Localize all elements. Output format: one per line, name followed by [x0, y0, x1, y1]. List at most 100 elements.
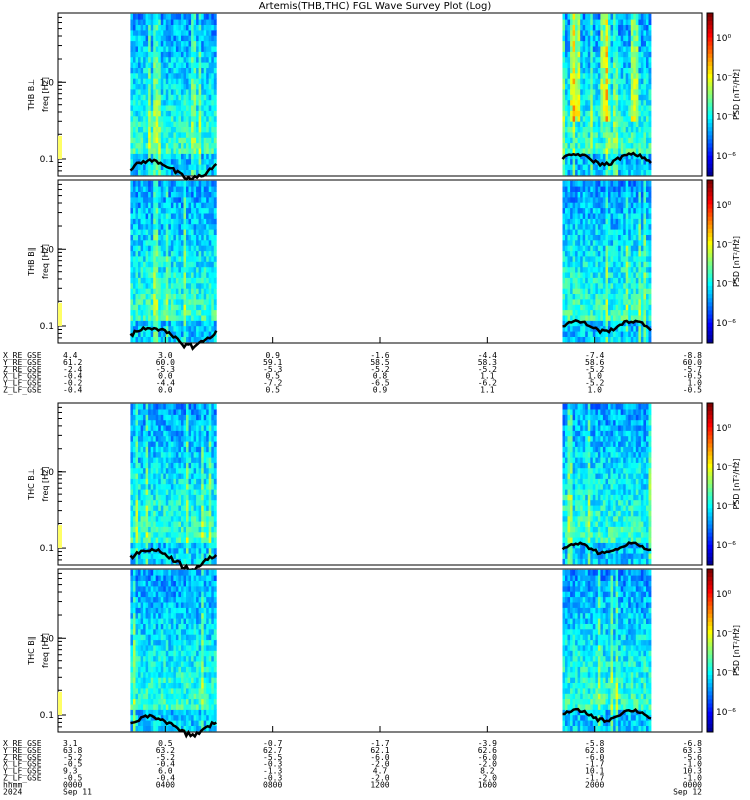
spectrogram-cell [615, 272, 619, 278]
spectrogram-cell [165, 309, 169, 316]
spectrogram-cell [587, 56, 591, 63]
spectrogram-cell [590, 56, 594, 63]
spectrogram-cell [575, 35, 578, 42]
spectrogram-cell [567, 325, 571, 332]
spectrogram-cell [143, 29, 146, 36]
spectrogram-cell [186, 505, 189, 511]
spectrogram-cell [193, 336, 197, 343]
spectrogram-cell [580, 245, 584, 252]
spectrogram-cell [175, 245, 179, 252]
spectrogram-cell [208, 223, 212, 230]
spectrogram-cell [633, 78, 637, 85]
spectrogram-cell [138, 489, 141, 495]
spectrogram-cell [610, 218, 614, 225]
spectrogram-cell [643, 229, 647, 235]
spectrogram-cell [181, 132, 184, 138]
spectrogram-cell [646, 142, 649, 149]
spectrogram-cell [602, 288, 606, 294]
spectrogram-cell [610, 256, 614, 262]
spectrogram-cell [198, 56, 202, 63]
spectrogram-cell [562, 62, 566, 68]
spectrogram-cell [638, 51, 642, 58]
spectrogram-cell [150, 126, 154, 133]
spectrogram-cell [600, 137, 604, 144]
spectrogram-cell [175, 521, 179, 527]
spectrogram-cell [153, 19, 157, 25]
spectrogram-cell [587, 89, 591, 95]
spectrogram-cell [575, 266, 578, 273]
spectrogram-cell [646, 229, 649, 235]
spectrogram-cell [133, 250, 136, 257]
spectrogram-cell [206, 24, 210, 31]
spectrogram-cell [610, 164, 614, 170]
spectrogram-cell [572, 35, 576, 42]
spectrogram-cell [608, 105, 611, 111]
spectrogram-cell [145, 435, 149, 442]
spectrogram-cell [590, 277, 594, 284]
spectrogram-cell [191, 148, 194, 154]
spectrogram-cell [160, 24, 164, 31]
spectrogram-cell [168, 202, 172, 209]
spectrogram-cell [160, 83, 164, 90]
spectrogram-cell [623, 105, 627, 111]
spectrogram-cell [168, 542, 172, 549]
spectrogram-cell [590, 309, 594, 316]
spectrogram-cell [186, 462, 189, 469]
spectrogram-cell [181, 256, 184, 262]
spectrogram-cell [133, 78, 136, 85]
spectrogram-cell [211, 126, 215, 133]
spectrogram-cell [163, 186, 167, 192]
spectrogram-cell [600, 331, 604, 337]
spectrogram-cell [130, 158, 134, 165]
spectrogram-cell [643, 19, 647, 25]
spectrogram-cell [168, 505, 172, 511]
spectrogram-cell [155, 256, 159, 262]
spectrogram-cell [620, 299, 624, 305]
spectrogram-cell [628, 72, 632, 79]
spectrogram-cell [191, 304, 194, 311]
spectrogram-cell [155, 282, 159, 289]
spectrogram-cell [623, 325, 627, 332]
spectrogram-cell [203, 62, 207, 68]
spectrogram-cell [165, 110, 169, 117]
spectrogram-cell [208, 137, 212, 144]
spectrogram-cell [208, 207, 212, 214]
spectrogram-cell [580, 261, 584, 268]
spectrogram-cell [140, 320, 144, 327]
spectrogram-cell [620, 13, 624, 20]
spectrogram-cell [138, 62, 141, 68]
spectrogram-cell [201, 218, 205, 225]
spectrogram-cell [140, 229, 144, 235]
spectrogram-cell [630, 196, 634, 203]
spectrogram-cell [175, 24, 179, 31]
spectrogram-cell [173, 462, 177, 469]
spectrogram-cell [625, 142, 629, 149]
spectrogram-cell [613, 320, 616, 327]
spectrogram-cell [595, 110, 599, 117]
spectrogram-cell [153, 72, 157, 79]
spectrogram-cell [610, 40, 614, 47]
spectrogram-cell [648, 282, 652, 289]
spectrogram-cell [577, 164, 581, 170]
spectrogram-cell [623, 169, 627, 176]
spectrogram-cell [138, 78, 141, 85]
spectrogram-cell [206, 13, 210, 20]
spectrogram-cell [160, 542, 164, 549]
spectrogram-cell [138, 24, 141, 31]
spectrogram-cell [582, 239, 586, 246]
spectrogram-cell [191, 24, 194, 31]
spectrogram-cell [633, 24, 637, 31]
spectrogram-cell [150, 67, 154, 74]
spectrogram-cell [562, 277, 566, 284]
spectrogram-cell [572, 40, 576, 47]
spectrogram-cell [646, 234, 649, 241]
spectrogram-cell [196, 153, 199, 160]
spectrogram-cell [193, 325, 197, 332]
spectrogram-cell [183, 478, 187, 485]
spectrogram-cell [186, 137, 189, 144]
spectrogram-cell [163, 515, 167, 522]
spectrogram-cell [183, 164, 187, 170]
spectrogram-cell [188, 558, 192, 565]
spectrogram-cell [198, 207, 202, 214]
spectrogram-cell [130, 537, 134, 543]
